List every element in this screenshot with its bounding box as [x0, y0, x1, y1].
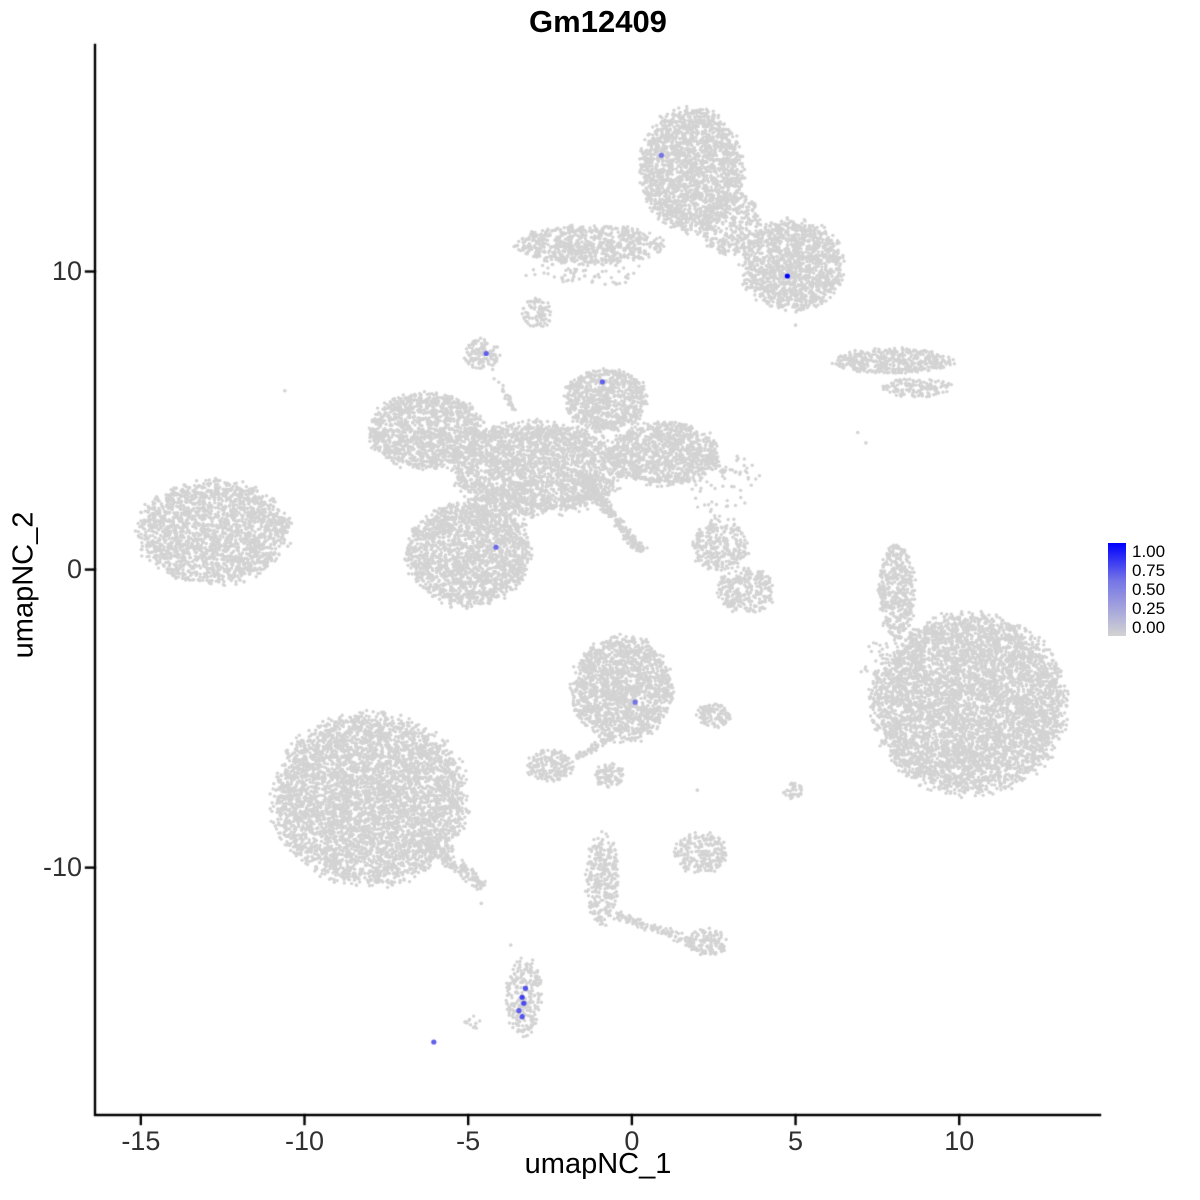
- chart-title: Gm12409: [529, 4, 667, 39]
- legend-tick-label: 1.00: [1132, 542, 1166, 561]
- legend-tick-label: 0.75: [1132, 561, 1166, 580]
- x-axis-title: umapNC_1: [524, 1148, 672, 1180]
- legend-labels: 1.00 0.75 0.50 0.25 0.00: [1132, 543, 1165, 636]
- y-axis-title: umapNC_2: [7, 511, 40, 659]
- x-tick-label: -15: [121, 1126, 161, 1156]
- expression-legend: 1.00 0.75 0.50 0.25 0.00: [1108, 543, 1165, 636]
- y-tick-label: 10: [51, 255, 82, 286]
- x-tick-label: 5: [788, 1126, 804, 1156]
- x-tick-label: -5: [456, 1126, 481, 1156]
- legend-tick-label: 0.00: [1132, 618, 1166, 637]
- x-tick-label: 0: [624, 1126, 640, 1156]
- x-tick-label: 10: [944, 1126, 975, 1156]
- y-tick-label: 0: [66, 553, 82, 584]
- legend-tick-label: 0.25: [1132, 599, 1166, 618]
- y-tick-label: -10: [42, 851, 82, 882]
- legend-gradient-bar: [1108, 543, 1126, 636]
- legend-tick-label: 0.50: [1132, 580, 1166, 599]
- x-tick-label: -10: [284, 1126, 325, 1156]
